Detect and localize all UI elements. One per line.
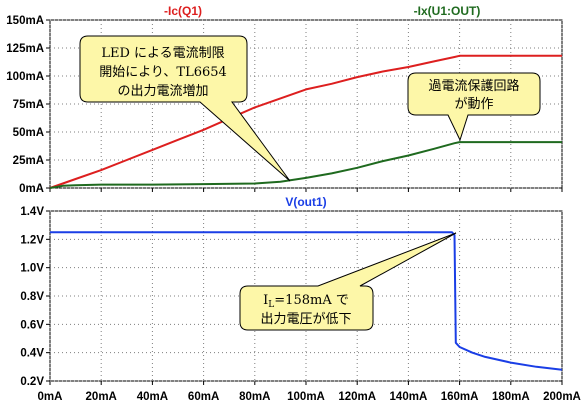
bottom-y-ticks: 0.2V 0.4V 0.6V 0.8V 1.0V 1.2V 1.4V (20, 206, 44, 388)
y-tick-label: 1.2V (20, 234, 44, 246)
x-tick-label: 160mA (441, 391, 479, 403)
callout-led-current-limit-bubble (79, 35, 291, 182)
y-tick-label: 25mA (13, 155, 44, 167)
callout-il-value: =158mA で (274, 293, 349, 308)
y-tick-label: 125mA (6, 43, 44, 55)
x-tick-label: 120mA (338, 391, 376, 403)
callout-voltage-drop-line-1: IL=158mA で (263, 293, 349, 310)
y-tick-label: 1.4V (20, 206, 44, 218)
x-tick-label: 200mA (543, 391, 581, 403)
top-series-lines (49, 54, 562, 189)
y-tick-label: 0.6V (20, 319, 44, 331)
callout-led-line-2: 開始により、TL6654 (99, 65, 227, 80)
callout-voltage-drop-bubble (239, 232, 457, 331)
callout-led-line-1: LED による電流制限 (101, 46, 224, 61)
y-tick-label: 1.0V (20, 263, 44, 275)
y-tick-label: 0.4V (20, 348, 44, 360)
top-y-ticks: 0mA 25mA 50mA 75mA 100mA 125mA 150mA (6, 15, 44, 195)
callout-il-subscript: L (268, 300, 274, 310)
y-tick-label: 50mA (13, 127, 44, 139)
callout-overcurrent-line-1: 過電流保護回路 (428, 78, 519, 94)
callout-voltage-drop: IL=158mA で 出力電圧が低下 (239, 232, 457, 331)
y-tick-label: 75mA (13, 99, 44, 111)
callout-led-line-3: の出力電流増加 (117, 84, 208, 99)
series-line-v-out (50, 231, 563, 371)
x-tick-label: 140mA (390, 391, 428, 403)
bottom-series-lines (50, 231, 563, 371)
y-tick-label: 100mA (6, 71, 44, 83)
series-title-v-out1: V(out1) (285, 195, 326, 209)
y-tick-label: 0mA (19, 183, 44, 195)
callout-voltage-drop-line-2: 出力電圧が低下 (260, 312, 351, 327)
x-tick-label: 80mA (239, 391, 270, 403)
callout-led-current-limit: LED による電流制限 開始により、TL6654 の出力電流増加 (79, 35, 291, 182)
callout-il-symbol: I (263, 293, 268, 308)
y-tick-label: 0.2V (20, 376, 44, 388)
y-tick-label: 0.8V (20, 291, 44, 303)
x-tick-label: 20mA (86, 391, 117, 403)
y-tick-label: 150mA (6, 15, 44, 27)
x-tick-label: 0mA (38, 391, 63, 403)
series-title-ic-q1: -Ic(Q1) (164, 4, 202, 18)
series-title-ix-u1-out: -Ix(U1:OUT) (414, 4, 481, 18)
x-tick-label: 180mA (492, 391, 530, 403)
callout-overcurrent-protection: 過電流保護回路 が動作 (407, 72, 541, 142)
callout-overcurrent-line-2: が動作 (454, 97, 493, 112)
x-tick-label: 60mA (188, 391, 219, 403)
x-tick-label: 100mA (287, 391, 325, 403)
x-tick-label: 40mA (137, 391, 168, 403)
series-line-ix-u1 (49, 141, 562, 189)
bottom-x-ticks: 0mA 20mA 40mA 60mA 80mA 100mA 120mA 140mA 160mA 1… (38, 391, 581, 403)
series-line-ic-q1 (49, 54, 562, 189)
callout-overcurrent-bubble (407, 72, 541, 142)
